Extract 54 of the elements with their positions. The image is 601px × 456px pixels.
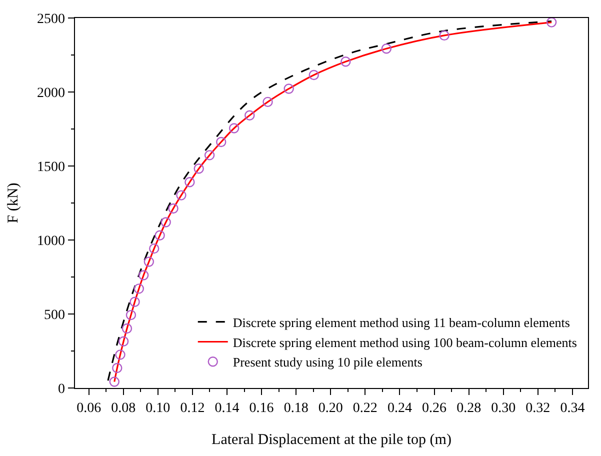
point <box>194 164 204 174</box>
point <box>134 284 144 294</box>
point <box>204 150 215 160</box>
point <box>138 270 149 280</box>
y-tick-label: 2000 <box>37 86 66 101</box>
point <box>168 203 178 214</box>
point <box>126 310 136 320</box>
point <box>154 230 165 241</box>
point <box>284 84 294 94</box>
y-tick-label: 2500 <box>37 12 66 27</box>
point <box>184 177 195 188</box>
x-tick-label: 0.10 <box>146 400 170 416</box>
x-tick-label: 0.08 <box>111 400 136 416</box>
x-axis-title: Lateral Displacement at the pile top (m) <box>212 432 452 448</box>
point <box>244 110 255 120</box>
point <box>381 44 392 54</box>
point <box>118 336 129 346</box>
legend-label: Discrete spring element method using 100 beam-column elements <box>232 334 577 350</box>
x-tick-label: 0.26 <box>422 400 447 416</box>
y-tick-label: 0 <box>58 382 66 397</box>
point <box>439 30 450 41</box>
y-axis-title: F (kN) <box>5 182 22 224</box>
legend-label: Discrete spring element method using 11 beam-column elements <box>232 314 570 330</box>
point <box>109 376 120 387</box>
point <box>149 243 160 254</box>
point <box>115 350 126 360</box>
x-tick-label: 0.14 <box>214 400 240 416</box>
y-tick-label: 1000 <box>37 234 66 249</box>
point <box>308 70 319 80</box>
point <box>122 323 132 334</box>
point <box>340 56 351 67</box>
point <box>262 96 273 108</box>
point <box>144 256 154 267</box>
x-tick-label: 0.18 <box>284 400 308 416</box>
x-tick-label: 0.30 <box>491 400 516 416</box>
point <box>130 296 140 307</box>
x-tick-label: 0.24 <box>387 400 412 416</box>
point <box>176 190 186 200</box>
x-tick-label: 0.06 <box>76 400 102 416</box>
x-tick-label: 0.28 <box>456 400 482 416</box>
legend-label: Present study using 10 pile elements <box>232 354 422 370</box>
x-tick-label: 0.16 <box>249 400 274 416</box>
point <box>546 18 557 28</box>
point <box>228 123 240 134</box>
point <box>160 217 171 228</box>
x-tick-label: 0.12 <box>180 400 205 416</box>
point <box>216 136 226 148</box>
x-tick-label: 0.22 <box>352 400 378 416</box>
x-tick-label: 0.34 <box>560 400 585 416</box>
point <box>112 362 122 374</box>
x-tick-label: 0.32 <box>526 400 550 416</box>
y-tick-label: 1500 <box>37 160 66 175</box>
y-tick-label: 500 <box>44 308 66 323</box>
x-tick-label: 0.20 <box>318 400 343 416</box>
